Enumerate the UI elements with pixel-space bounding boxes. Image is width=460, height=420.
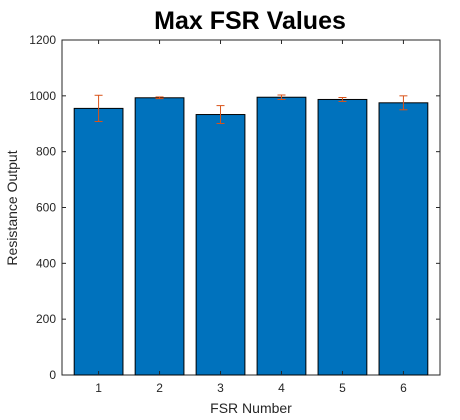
x-axis-label: FSR Number <box>210 400 292 416</box>
y-tick-label-200: 200 <box>36 312 56 326</box>
y-tick-label-1000: 1000 <box>29 89 56 103</box>
bar-1 <box>74 108 123 375</box>
bars-group <box>74 97 428 375</box>
y-tick-label-600: 600 <box>36 201 56 215</box>
chart-title: Max FSR Values <box>154 7 346 35</box>
x-tick-label-4: 4 <box>278 381 285 395</box>
bar-3 <box>196 115 245 375</box>
y-axis-label: Resistance Output <box>4 150 20 265</box>
y-tick-label-0: 0 <box>49 368 56 382</box>
y-tick-label-800: 800 <box>36 145 56 159</box>
y-tick-label-400: 400 <box>36 256 56 270</box>
bar-6 <box>379 103 428 375</box>
y-tick-label-1200: 1200 <box>29 33 56 47</box>
bar-5 <box>318 99 367 375</box>
x-tick-label-6: 6 <box>400 381 407 395</box>
bar-4 <box>257 97 306 375</box>
x-tick-label-1: 1 <box>95 381 102 395</box>
x-tick-label-3: 3 <box>217 381 224 395</box>
x-tick-label-2: 2 <box>156 381 163 395</box>
x-tick-label-5: 5 <box>339 381 346 395</box>
bar-2 <box>135 98 184 375</box>
